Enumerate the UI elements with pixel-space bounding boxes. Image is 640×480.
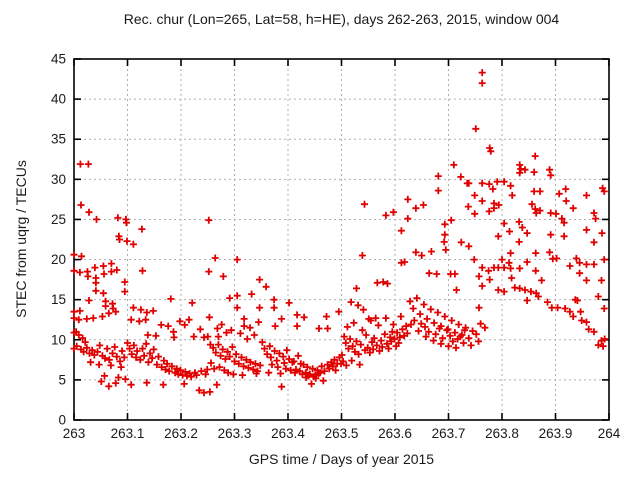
y-tick-label: 40 [51, 92, 66, 107]
x-tick-label: 264 [598, 426, 621, 441]
x-tick-label: 263.5 [325, 426, 359, 441]
y-tick-label: 0 [58, 413, 66, 428]
x-axis-title: GPS time / Days of year 2015 [248, 451, 435, 467]
y-tick-label: 25 [51, 212, 66, 227]
y-tick-label: 10 [51, 332, 66, 347]
y-tick-label: 5 [58, 372, 66, 387]
axis-tick-labels: 263 263.1 263.2 263.3 263.4 263.5 263.6 263.7 26… [51, 52, 621, 442]
y-tick-label: 35 [51, 132, 66, 147]
x-tick-label: 263.3 [218, 426, 252, 441]
x-tick-label: 263.6 [378, 426, 412, 441]
x-tick-label: 263.4 [271, 426, 305, 441]
y-tick-label: 30 [51, 172, 66, 187]
scatter-points [70, 69, 609, 397]
y-tick-label: 45 [51, 52, 66, 67]
plot-border [73, 58, 610, 421]
x-tick-label: 263.8 [485, 426, 519, 441]
x-tick-label: 263 [63, 426, 86, 441]
x-tick-label: 263.1 [111, 426, 145, 441]
chart-title: Rec. chur (Lon=265, Lat=58, h=HE), days … [123, 11, 560, 27]
x-tick-label: 263.9 [539, 426, 573, 441]
y-tick-label: 15 [51, 292, 66, 307]
x-tick-label: 263.2 [164, 426, 198, 441]
x-tick-label: 263.7 [432, 426, 466, 441]
y-tick-label: 20 [51, 252, 66, 267]
